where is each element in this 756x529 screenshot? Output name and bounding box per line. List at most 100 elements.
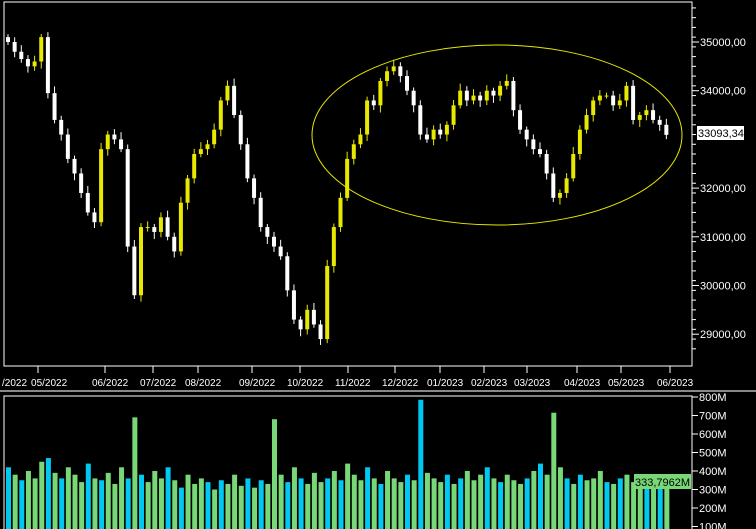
candle xyxy=(325,259,330,344)
candle xyxy=(571,146,576,182)
candle-body xyxy=(405,76,409,91)
volume-bar xyxy=(591,478,597,529)
volume-bar xyxy=(278,474,284,529)
candle-body xyxy=(577,129,582,155)
candle-body xyxy=(385,71,390,81)
candle-body xyxy=(39,37,44,62)
volume-bar xyxy=(218,480,224,529)
candle-body xyxy=(604,95,609,97)
volume-bar xyxy=(245,478,251,529)
price-tick-label: 30000,00 xyxy=(700,281,746,293)
candle-body xyxy=(518,110,523,130)
volume-bar xyxy=(6,467,11,529)
candle xyxy=(52,86,57,124)
volume-bar xyxy=(444,474,450,529)
volume-bars xyxy=(6,399,670,529)
candle-body xyxy=(238,115,243,145)
candle xyxy=(611,90,616,111)
ellipse-annotation[interactable] xyxy=(311,44,683,226)
candle-body xyxy=(65,134,70,159)
volume-bar xyxy=(338,480,344,529)
volume-bar xyxy=(45,458,51,529)
candle xyxy=(99,142,104,227)
candle-body xyxy=(617,100,622,106)
candle xyxy=(577,125,582,160)
candle-body xyxy=(165,217,170,237)
candle xyxy=(564,173,569,198)
date-tick-label: 02/2023 xyxy=(471,378,508,389)
candle xyxy=(405,70,409,96)
volume-bar xyxy=(291,467,297,529)
candle-body xyxy=(32,61,37,67)
candle-body xyxy=(125,149,130,247)
candle-body xyxy=(92,212,97,223)
candle-body xyxy=(119,139,124,150)
candle xyxy=(232,78,237,119)
candle xyxy=(85,185,90,216)
date-tick-label: 05/2023 xyxy=(608,378,645,389)
candle xyxy=(644,105,649,121)
candle-body xyxy=(45,37,50,94)
candle-body xyxy=(278,246,283,257)
candle xyxy=(125,144,130,253)
candle xyxy=(92,208,97,228)
volume-bar xyxy=(119,467,125,529)
volume-bar xyxy=(238,485,244,529)
date-tick-label: 08/2022 xyxy=(185,378,222,389)
volume-bar xyxy=(185,474,191,529)
volume-bar xyxy=(538,463,543,529)
candle xyxy=(458,83,463,109)
candle xyxy=(664,118,669,140)
candle xyxy=(464,86,469,107)
price-tick-label: 32000,00 xyxy=(700,183,746,195)
candle-body xyxy=(245,144,250,179)
candle xyxy=(39,33,44,69)
candle xyxy=(285,252,290,297)
candle-body xyxy=(451,105,456,125)
volume-tick-label: 500M xyxy=(699,448,727,460)
candle xyxy=(431,125,436,146)
candle xyxy=(418,100,423,140)
candle-body xyxy=(12,42,17,52)
candle xyxy=(79,168,84,198)
candle-body xyxy=(99,149,104,223)
volume-bar xyxy=(345,463,351,529)
candle xyxy=(524,126,529,147)
candle xyxy=(657,115,662,131)
volume-bar xyxy=(657,478,663,529)
volume-bar xyxy=(85,463,91,529)
candle-body xyxy=(438,129,443,135)
candle xyxy=(617,93,622,110)
volume-bar xyxy=(571,483,577,529)
candle-body xyxy=(225,85,230,101)
candle-body xyxy=(498,85,503,96)
volume-bar xyxy=(351,474,357,529)
candle-body xyxy=(252,178,257,198)
volume-bar xyxy=(158,478,164,529)
volume-bar xyxy=(557,467,563,529)
volume-bar xyxy=(478,474,484,529)
date-tick-label: 11/2022 xyxy=(335,378,371,389)
volume-bar xyxy=(664,483,670,529)
volume-bar xyxy=(524,478,530,529)
volume-bar xyxy=(391,478,397,529)
volume-bar xyxy=(531,471,537,529)
date-tick-label: 06/2022 xyxy=(92,378,129,389)
candle xyxy=(205,139,210,155)
candle xyxy=(351,139,356,165)
date-axis: /2022 05/2022 06/2022 07/2022 08/2022 09/2022… xyxy=(2,366,694,389)
candle xyxy=(218,96,223,137)
candle-body xyxy=(664,124,669,135)
volume-bar xyxy=(651,483,657,529)
candle-body xyxy=(524,129,529,140)
volume-bar xyxy=(252,487,258,529)
date-tick-label: 09/2022 xyxy=(239,378,276,389)
candle xyxy=(178,196,183,256)
candle-body xyxy=(637,115,642,120)
candle-body xyxy=(311,309,316,325)
volume-bar xyxy=(258,480,264,529)
volume-bar xyxy=(518,483,524,529)
candle xyxy=(172,232,177,258)
candle xyxy=(32,55,37,71)
candle xyxy=(212,123,217,149)
